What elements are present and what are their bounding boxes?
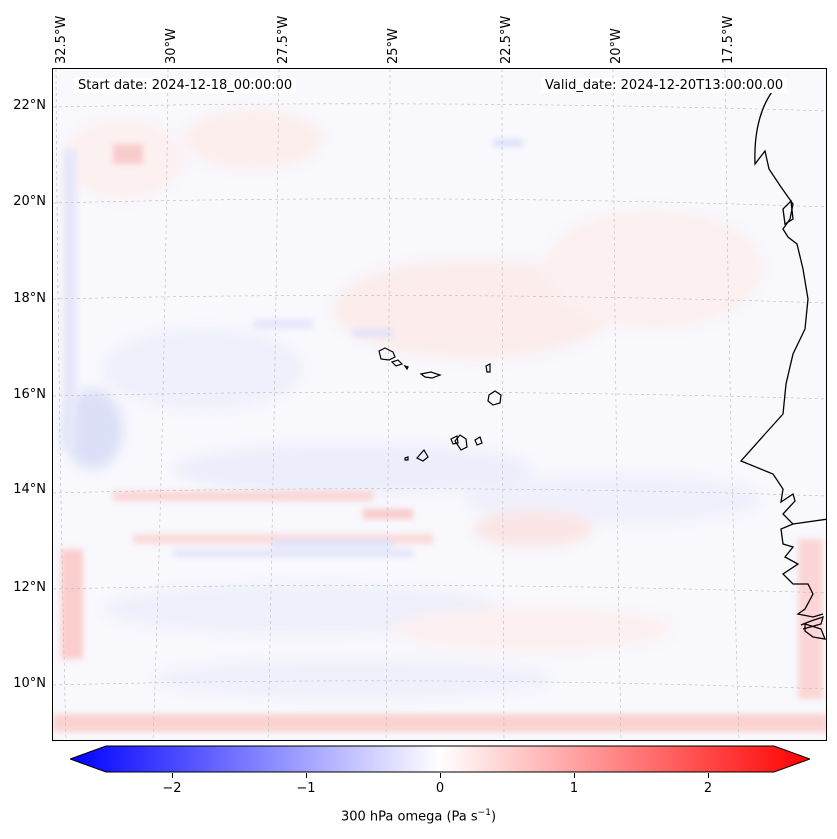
island-sal (485, 363, 491, 373)
island-maio (474, 436, 483, 446)
coastline (739, 80, 826, 640)
field-streaks (53, 139, 826, 732)
map-panel[interactable] (52, 68, 827, 741)
colorbar-graphic (68, 745, 812, 773)
valid-date-label: Valid_date: 2024-12-20T13:00:00.00 (541, 78, 788, 93)
cbar-tick-1: 1 (569, 781, 579, 796)
island-sao-vicente (390, 359, 404, 367)
island-santa-luzia (403, 364, 409, 371)
cbar-tick-2: 2 (703, 781, 713, 796)
lon-label-17.5w: 17.5°W (721, 15, 736, 64)
lon-label-20w: 20°W (609, 28, 624, 64)
lon-label-22.5w: 22.5°W (499, 15, 514, 64)
cbar-tickmark-2 (708, 773, 709, 778)
island-sao-nicolau (419, 371, 442, 379)
lat-label-16n: 16°N (13, 387, 46, 402)
colorbar (68, 745, 812, 773)
island-fogo (416, 448, 429, 462)
lon-label-25w: 25°W (386, 28, 401, 64)
cabo-verde-islands (378, 347, 502, 462)
field-patches (53, 69, 826, 740)
lon-label-27.5w: 27.5°W (276, 15, 291, 64)
lat-label-20n: 20°N (13, 194, 46, 209)
cbar-tickmark-0 (440, 773, 441, 778)
lat-label-22n: 22°N (13, 98, 46, 113)
graticule (53, 69, 826, 740)
cbar-tick-neg2: −2 (162, 781, 182, 796)
lat-label-12n: 12°N (13, 580, 46, 595)
island-santiago (450, 435, 459, 445)
lon-label-30w: 30°W (164, 28, 179, 64)
lat-label-18n: 18°N (13, 291, 46, 306)
island-santiago-east (454, 434, 468, 451)
start-date-label: Start date: 2024-12-18_00:00:00 (74, 78, 297, 93)
cbar-tickmark-neg2 (172, 773, 173, 778)
omega-field (53, 69, 826, 740)
cbar-tick-neg1: −1 (296, 781, 316, 796)
cbar-tickmark-1 (574, 773, 575, 778)
colorbar-label: 300 hPa omega (Pa s−1) (340, 808, 497, 825)
lon-label-32.5w: 32.5°W (54, 15, 69, 64)
lat-label-10n: 10°N (13, 676, 46, 691)
cbar-tickmark-neg1 (306, 773, 307, 778)
island-santo-antao (378, 347, 396, 361)
island-boa-vista (487, 390, 502, 406)
island-brava (404, 456, 409, 461)
cbar-tick-0: 0 (435, 781, 445, 796)
lat-label-14n: 14°N (13, 482, 46, 497)
